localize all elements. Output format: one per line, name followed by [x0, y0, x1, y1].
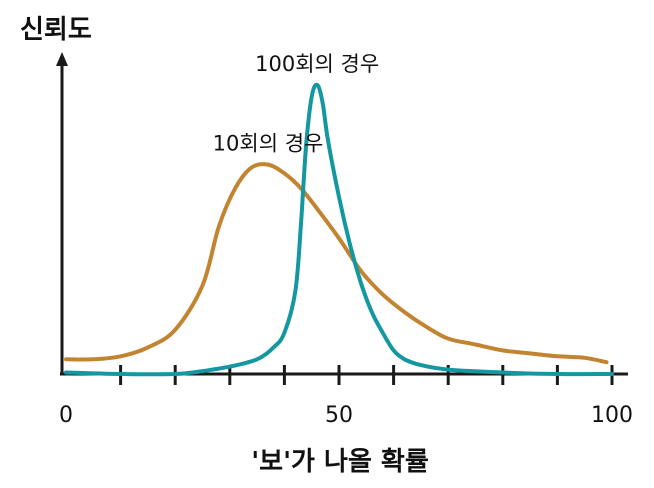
x-axis-label: '보'가 나올 확률 — [251, 447, 429, 477]
x-tick-labels: 0 50 100 — [59, 403, 633, 428]
annotation-label: 10회의 경우 — [213, 132, 324, 156]
annotations: 10회의 경우 100회의 경우 — [213, 52, 380, 156]
x-tick-label: 50 — [325, 403, 353, 428]
x-tick-label: 100 — [591, 403, 633, 428]
series-layer — [64, 82, 614, 377]
annotation-label: 100회의 경우 — [255, 52, 379, 76]
y-axis-arrowhead — [56, 52, 68, 66]
series-line-2 — [64, 82, 614, 377]
y-axis-label: 신뢰도 — [20, 15, 92, 45]
series-line-1 — [64, 162, 609, 365]
x-tick-label: 0 — [59, 403, 73, 428]
